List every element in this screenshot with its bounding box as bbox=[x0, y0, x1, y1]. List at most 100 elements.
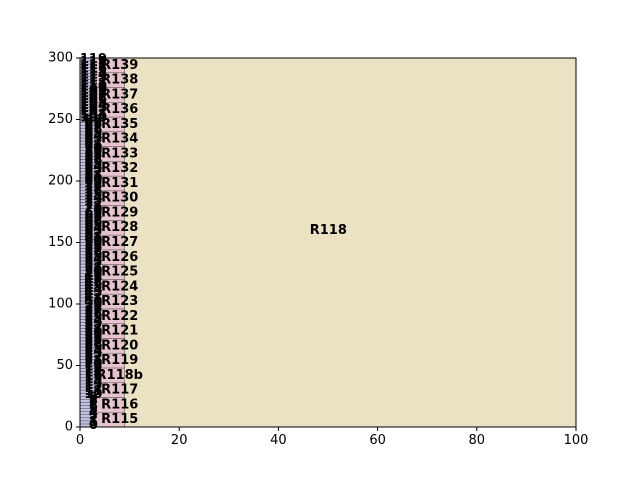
treemap-label-big: R118 bbox=[310, 223, 347, 238]
treemap-label-col1: R129 bbox=[101, 205, 138, 220]
treemap-label-col0: 116 bbox=[80, 61, 107, 76]
treemap-label-col0: 113 bbox=[80, 70, 107, 85]
treemap-label-col1: R131 bbox=[101, 176, 138, 191]
treemap-label-col1: R132 bbox=[101, 161, 138, 176]
treemap-label-col1: R137 bbox=[101, 87, 138, 102]
treemap-label-col1: R134 bbox=[101, 132, 138, 147]
treemap-label-col0: 119 bbox=[80, 52, 107, 67]
treemap-label-col0: 57 bbox=[84, 243, 102, 258]
treemap-label-col1: R136 bbox=[101, 102, 138, 117]
y-tick-label: 0 bbox=[65, 420, 73, 435]
treemap-label-col0: 61 bbox=[84, 230, 102, 245]
treemap-label-col0: 39 bbox=[84, 298, 102, 313]
treemap-label-col0: 86 bbox=[84, 154, 102, 169]
y-tick-label: 50 bbox=[56, 358, 73, 373]
treemap-label-col0: 93 bbox=[84, 132, 102, 147]
treemap-label-col0: 2 bbox=[89, 412, 98, 427]
treemap-label-col1: R117 bbox=[101, 383, 138, 398]
treemap-label-col1: R133 bbox=[101, 146, 138, 161]
treemap-label-col0: 33 bbox=[84, 316, 102, 331]
treemap-label-col0: 48 bbox=[84, 270, 102, 285]
x-tick-label: 80 bbox=[469, 433, 486, 448]
treemap-label-col0: 89 bbox=[84, 144, 102, 159]
treemap-label-col0: 62 bbox=[84, 227, 102, 242]
treemap-label-col0: 69 bbox=[84, 206, 102, 221]
treemap-label-col0: 105 bbox=[80, 95, 107, 110]
treemap-label-col0: 54 bbox=[84, 252, 102, 267]
treemap-label-col0: 4 bbox=[89, 406, 98, 421]
treemap-label-col0: 118 bbox=[80, 55, 107, 70]
treemap-label-col0: 78 bbox=[84, 178, 102, 193]
treemap-label-col0: 111 bbox=[80, 77, 107, 92]
treemap-label-col1: R130 bbox=[101, 191, 138, 206]
treemap-label-col0: 3 bbox=[89, 409, 98, 424]
treemap-label-col0: 76 bbox=[84, 184, 102, 199]
treemap-label-col0: 101 bbox=[80, 107, 107, 122]
treemap-label-col0: 1 bbox=[89, 415, 98, 430]
treemap-label-col1: R120 bbox=[101, 338, 138, 353]
treemap-label-col0: 30 bbox=[84, 326, 102, 341]
treemap-label-col0: 35 bbox=[84, 310, 102, 325]
treemap-label-col0: 75 bbox=[84, 187, 102, 202]
treemap-label-col0: 70 bbox=[84, 203, 102, 218]
treemap-label-col0: 44 bbox=[84, 283, 102, 298]
treemap-label-col0: 29 bbox=[84, 329, 102, 344]
treemap-label-col0: 0 bbox=[89, 418, 98, 433]
y-tick-label: 300 bbox=[48, 51, 73, 66]
treemap-label-col0: 49 bbox=[84, 267, 102, 282]
treemap-label-col0: 107 bbox=[80, 89, 107, 104]
treemap-label-col0: 18 bbox=[84, 363, 102, 378]
treemap-label-col0: 5 bbox=[89, 403, 98, 418]
treemap-label-col0: 7 bbox=[89, 396, 98, 411]
treemap-label-col0: 52 bbox=[84, 258, 102, 273]
treemap-label-col0: 68 bbox=[84, 209, 102, 224]
treemap-label-col0: 8 bbox=[89, 393, 98, 408]
treemap-label-col0: 45 bbox=[84, 280, 102, 295]
treemap-cells bbox=[79, 57, 577, 428]
treemap-label-col0: 12 bbox=[84, 381, 102, 396]
treemap-label-col1: R119 bbox=[101, 353, 138, 368]
treemap-label-col0: 96 bbox=[84, 123, 102, 138]
treemap-label-col0: 81 bbox=[84, 169, 102, 184]
treemap-label-col0: 38 bbox=[84, 301, 102, 316]
treemap-label-col1: R135 bbox=[101, 117, 138, 132]
treemap-label-col0: 40 bbox=[84, 295, 102, 310]
x-tick-label: 20 bbox=[171, 433, 188, 448]
treemap-label-col0: 22 bbox=[84, 350, 102, 365]
treemap-label-col0: 66 bbox=[84, 215, 102, 230]
treemap-label-col0: 56 bbox=[84, 246, 102, 261]
treemap-label-col0: 51 bbox=[84, 261, 102, 276]
treemap-label-col0: 91 bbox=[84, 138, 102, 153]
treemap-label-col0: 88 bbox=[84, 147, 102, 162]
treemap-label-col0: 67 bbox=[84, 212, 102, 227]
treemap-label-col0: 58 bbox=[84, 240, 102, 255]
treemap-cell-big bbox=[124, 57, 577, 428]
treemap-label-col0: 109 bbox=[80, 83, 107, 98]
treemap-label-col1: R125 bbox=[101, 265, 138, 280]
treemap-label-col0: 21 bbox=[84, 353, 102, 368]
y-tick-label: 200 bbox=[48, 174, 73, 189]
treemap-label-col0: 53 bbox=[84, 255, 102, 270]
treemap-label-col0: 94 bbox=[84, 129, 102, 144]
treemap-label-col0: 20 bbox=[84, 356, 102, 371]
treemap-label-col0: 106 bbox=[80, 92, 107, 107]
treemap-label-col0: 60 bbox=[84, 233, 102, 248]
y-tick-label: 250 bbox=[48, 112, 73, 127]
treemap-label-col0: 41 bbox=[84, 292, 102, 307]
x-tick-label: 60 bbox=[369, 433, 386, 448]
treemap-label-col0: 84 bbox=[84, 160, 102, 175]
treemap-label-col0: 13 bbox=[84, 378, 102, 393]
treemap-label-col0: 90 bbox=[84, 141, 102, 156]
treemap-label-col1: R128 bbox=[101, 220, 138, 235]
treemap-label-col0: 10 bbox=[84, 387, 102, 402]
treemap-label-col0: 23 bbox=[84, 347, 102, 362]
treemap-label-col0: 102 bbox=[80, 104, 107, 119]
treemap-label-col0: 25 bbox=[84, 341, 102, 356]
treemap-label-col1: R122 bbox=[101, 309, 138, 324]
treemap-label-col0: 98 bbox=[84, 117, 102, 132]
x-tick-label: 0 bbox=[76, 433, 84, 448]
treemap-label-col0: 117 bbox=[80, 58, 107, 73]
treemap-label-col0: 17 bbox=[84, 366, 102, 381]
treemap-label-col0: 24 bbox=[84, 344, 102, 359]
treemap-label-col0: 9 bbox=[89, 390, 98, 405]
